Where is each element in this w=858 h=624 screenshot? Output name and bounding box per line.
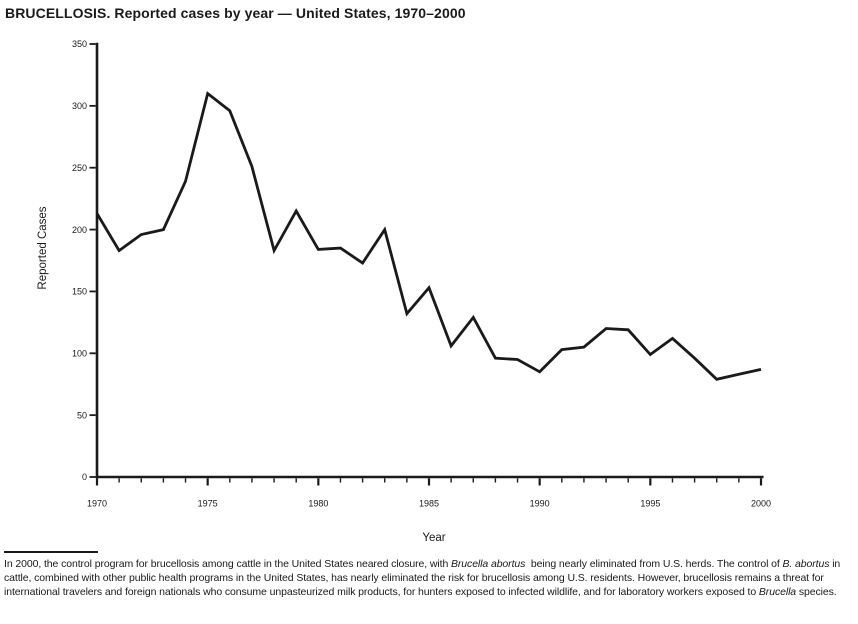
- footnote-text: In 2000, the control program for brucell…: [4, 558, 856, 600]
- x-tick-label: 1990: [530, 499, 550, 509]
- x-tick-label: 1995: [640, 499, 660, 509]
- y-tick-label: 350: [72, 39, 87, 49]
- y-tick-label: 250: [72, 163, 87, 173]
- x-tick-label: 1980: [308, 499, 328, 509]
- x-tick-label: 2000: [751, 499, 771, 509]
- x-tick-label: 1985: [419, 499, 439, 509]
- footnote-run: in cattle, combined with other public he…: [4, 558, 843, 598]
- footnote-italic-term: Brucella: [758, 585, 797, 598]
- reported-cases-line: [95, 91, 762, 381]
- footnote-rule: [4, 551, 98, 553]
- footnote: In 2000, the control program for brucell…: [4, 551, 856, 600]
- footnote-run: being nearly eliminated from U.S. herds.…: [525, 558, 783, 570]
- chart-title: BRUCELLOSIS. Reported cases by year — Un…: [5, 5, 466, 21]
- x-tick-label: 1975: [198, 499, 218, 509]
- footnote-italic-term: Brucella abortus: [451, 558, 526, 570]
- footnote-italic-term: B. abortus: [782, 558, 830, 570]
- brucellosis-line-chart: 0 50 100 150 200 250 300 350 1970 1975 1980 1985 199…: [37, 39, 771, 544]
- y-tick-label: 150: [72, 287, 87, 297]
- y-tick-label: 200: [72, 225, 87, 235]
- footnote-run: species.: [796, 585, 837, 598]
- y-tick-label: 300: [72, 101, 87, 111]
- footnote-run: In 2000, the control program for brucell…: [4, 558, 451, 570]
- x-tick-label: 1970: [87, 499, 107, 509]
- y-tick-label: 100: [72, 348, 87, 358]
- x-axis-label: Year: [422, 532, 445, 544]
- y-tick-label: 0: [82, 472, 87, 482]
- y-tick-label: 50: [77, 410, 87, 420]
- y-axis-label: Reported Cases: [37, 206, 49, 289]
